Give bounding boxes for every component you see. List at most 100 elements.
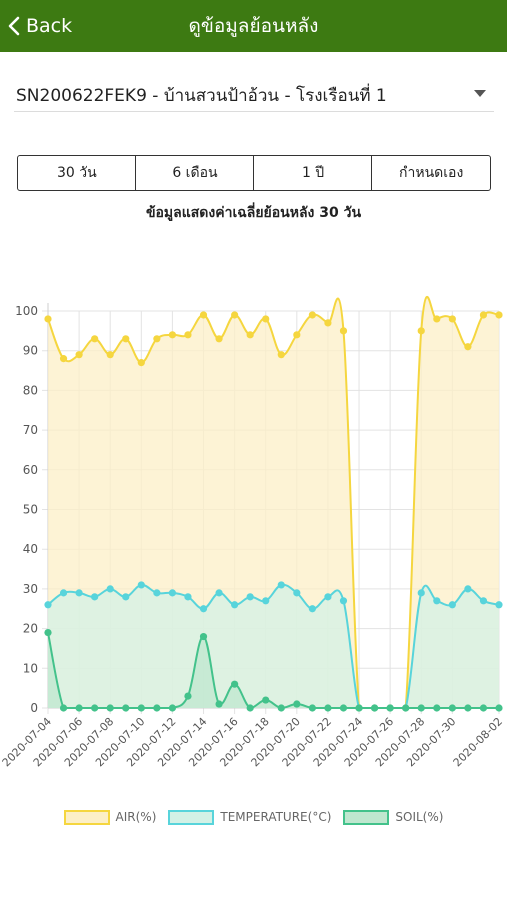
history-chart: 01020304050607080901002020-07-042020-07-…: [0, 296, 505, 769]
data-point-temperature: [168, 589, 177, 597]
data-point-temperature: [262, 597, 270, 605]
data-point-air: [339, 327, 348, 335]
data-point-air: [231, 311, 239, 319]
data-point-soil: [137, 704, 145, 712]
y-tick-label: 0: [30, 701, 38, 715]
data-point-air: [308, 311, 316, 319]
data-point-temperature: [75, 589, 83, 597]
data-point-soil: [308, 704, 316, 712]
data-point-temperature: [231, 601, 239, 609]
data-point-soil: [277, 704, 285, 712]
data-point-temperature: [137, 581, 145, 589]
legend-swatch-temperature: [168, 809, 215, 825]
data-point-soil: [324, 704, 332, 712]
data-point-temperature: [495, 601, 503, 609]
data-point-air: [277, 351, 285, 359]
data-point-soil: [262, 696, 270, 704]
device-select[interactable]: SN200622FEK9 - บ้านสวนป้าอ้วน - โรงเรือน…: [14, 74, 494, 112]
chart-caption: ข้อมูลแสดงค่าเฉลี่ยย้อนหลัง 30 วัน: [145, 205, 362, 221]
data-point-temperature: [215, 589, 223, 597]
legend-item-soil[interactable]: SOIL(%): [343, 809, 444, 825]
data-point-air: [75, 351, 83, 359]
data-point-soil: [75, 704, 83, 712]
data-point-temperature: [122, 593, 130, 601]
y-tick-label: 90: [23, 344, 38, 358]
data-point-soil: [215, 700, 223, 708]
data-point-soil: [44, 628, 52, 637]
caret-down-icon: [474, 90, 486, 97]
y-tick-label: 60: [23, 463, 38, 477]
y-tick-label: 30: [23, 582, 38, 596]
data-point-air: [184, 331, 192, 339]
back-button[interactable]: Back: [6, 0, 72, 52]
data-point-temperature: [448, 601, 456, 609]
legend-swatch-soil: [343, 809, 390, 825]
data-point-temperature: [464, 585, 472, 593]
data-point-soil: [199, 632, 208, 641]
x-tick-label: 2020-08-02: [451, 715, 505, 769]
data-point-soil: [417, 704, 425, 712]
data-point-air: [262, 315, 270, 323]
y-tick-label: 70: [23, 423, 38, 437]
range-button-group: 30 วัน 6 เดือน 1 ปี กำหนดเอง: [17, 155, 491, 191]
data-point-soil: [91, 704, 99, 712]
data-point-soil: [370, 704, 379, 712]
chevron-left-icon: [6, 15, 24, 37]
data-point-temperature: [339, 597, 348, 605]
legend-label-air: AIR(%): [115, 810, 157, 824]
legend-label-temperature: TEMPERATURE(°C): [220, 810, 332, 824]
legend-label-soil: SOIL(%): [395, 810, 444, 824]
data-point-temperature: [479, 597, 488, 605]
legend-item-air[interactable]: AIR(%): [63, 809, 157, 825]
data-point-air: [199, 311, 208, 319]
data-point-soil: [448, 704, 456, 712]
y-tick-label: 80: [23, 383, 38, 397]
y-tick-label: 20: [23, 622, 38, 636]
data-point-soil: [293, 700, 301, 708]
data-point-temperature: [417, 589, 425, 597]
legend-swatch-air: [63, 809, 110, 825]
data-point-soil: [402, 704, 410, 712]
data-point-air: [106, 351, 114, 359]
data-point-air: [215, 335, 223, 343]
legend-item-temperature[interactable]: TEMPERATURE(°C): [168, 809, 332, 825]
data-point-air: [44, 315, 52, 323]
data-point-air: [59, 355, 68, 363]
data-point-air: [168, 331, 177, 339]
data-point-soil: [433, 704, 441, 712]
data-point-temperature: [433, 597, 441, 605]
data-point-air: [433, 315, 441, 323]
data-point-air: [324, 319, 332, 327]
data-point-soil: [153, 704, 161, 712]
data-point-air: [495, 311, 503, 319]
range-custom-button[interactable]: กำหนดเอง: [371, 155, 491, 191]
device-select-value: SN200622FEK9 - บ้านสวนป้าอ้วน - โรงเรือน…: [16, 86, 387, 106]
data-point-temperature: [184, 593, 192, 601]
back-label: Back: [26, 15, 73, 37]
data-point-temperature: [106, 585, 114, 593]
data-point-air: [448, 315, 456, 323]
data-point-soil: [122, 704, 130, 712]
data-point-soil: [168, 704, 177, 712]
y-tick-label: 40: [23, 542, 38, 556]
data-point-soil: [479, 704, 488, 712]
data-point-soil: [386, 704, 394, 712]
y-tick-label: 10: [23, 661, 38, 675]
data-point-soil: [355, 704, 363, 712]
data-point-temperature: [153, 589, 161, 597]
data-point-air: [246, 331, 254, 339]
data-point-temperature: [59, 589, 68, 597]
page-title: ดูข้อมูลย้อนหลัง: [188, 15, 319, 37]
range-6-months-button[interactable]: 6 เดือน: [135, 155, 255, 191]
y-tick-label: 50: [23, 503, 38, 517]
data-point-soil: [231, 680, 239, 688]
series-area-temperature: [48, 584, 499, 708]
app-bar: Back ดูข้อมูลย้อนหลัง: [0, 0, 507, 52]
data-point-air: [91, 335, 99, 343]
chart-legend: AIR(%) TEMPERATURE(°C) SOIL(%): [0, 806, 507, 828]
range-1-year-button[interactable]: 1 ปี: [253, 155, 373, 191]
data-point-air: [417, 327, 425, 335]
range-30-days-button[interactable]: 30 วัน: [17, 155, 137, 191]
data-point-soil: [464, 704, 472, 712]
data-point-soil: [106, 704, 114, 712]
